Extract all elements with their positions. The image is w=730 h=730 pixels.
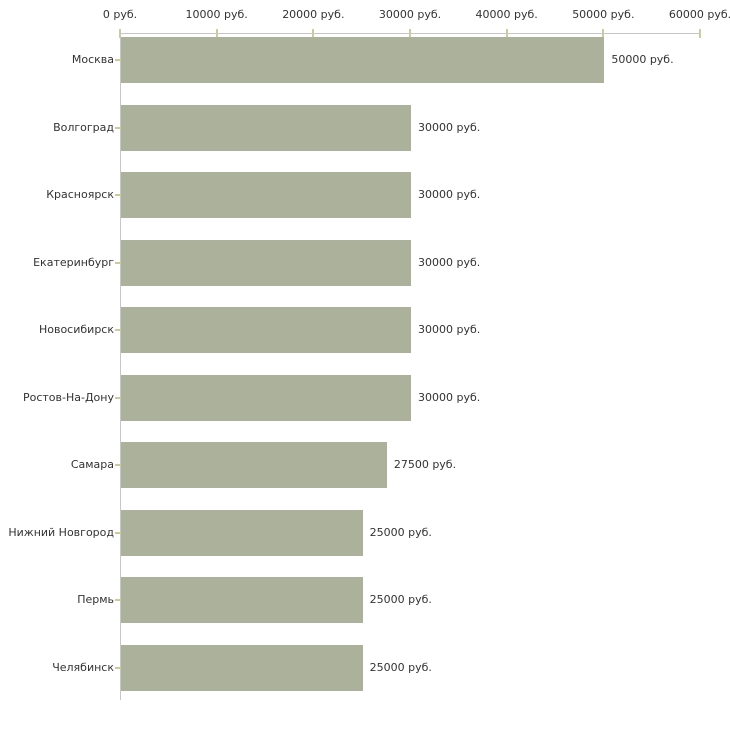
x-axis-tick-label: 60000 руб. [668, 8, 730, 21]
bar [121, 644, 363, 691]
category-label: Челябинск [52, 660, 114, 674]
category-label: Москва [71, 53, 114, 66]
x-axis-tick-label: 10000 руб. [185, 8, 248, 21]
bar [121, 172, 411, 218]
y-axis-tick-mark [115, 531, 122, 534]
value-label: 25000 руб. [369, 593, 432, 606]
y-axis-tick-mark [115, 261, 122, 264]
category-label: Волгоград [53, 120, 114, 134]
y-axis-tick-mark [115, 59, 122, 61]
value-label: 30000 руб. [418, 323, 481, 336]
y-axis-tick-mark [115, 126, 122, 129]
bar [121, 37, 605, 83]
bar [121, 239, 411, 286]
category-label: Ростов-На-Дону [22, 390, 114, 404]
y-axis-tick-mark [115, 599, 122, 601]
x-axis-tick-label: 20000 руб. [282, 8, 345, 21]
bar [121, 374, 411, 421]
y-axis-tick-mark [115, 329, 122, 331]
x-axis-tick-label: 40000 руб. [475, 8, 538, 21]
value-label: 25000 руб. [369, 660, 432, 674]
category-label: Екатеринбург [33, 255, 114, 269]
x-axis-tick-label: 50000 руб. [572, 8, 635, 21]
category-label: Пермь [77, 593, 114, 606]
bar [121, 104, 411, 151]
value-label: 50000 руб. [611, 53, 674, 66]
value-label: 30000 руб. [418, 390, 481, 404]
y-axis-line [120, 33, 121, 700]
category-label: Новосибирск [38, 323, 114, 336]
category-label: Нижний Новгород [8, 525, 114, 539]
y-axis-tick-mark [115, 194, 122, 196]
x-axis-tick-label: 0 руб. [102, 8, 138, 21]
y-axis-tick-mark [115, 666, 122, 669]
bar [121, 509, 363, 556]
x-axis-line [120, 33, 701, 34]
bar [121, 307, 411, 353]
y-axis-tick-mark [115, 396, 122, 399]
y-axis-tick-mark [115, 464, 122, 466]
value-label: 30000 руб. [418, 188, 481, 201]
category-label: Красноярск [46, 188, 114, 201]
x-axis-tick-label: 30000 руб. [378, 8, 442, 21]
value-label: 30000 руб. [418, 255, 481, 269]
value-label: 27500 руб. [393, 458, 457, 471]
category-label: Самара [70, 458, 114, 471]
bar [121, 442, 387, 488]
bar [121, 577, 363, 623]
value-label: 25000 руб. [369, 525, 432, 539]
value-label: 30000 руб. [418, 120, 481, 134]
